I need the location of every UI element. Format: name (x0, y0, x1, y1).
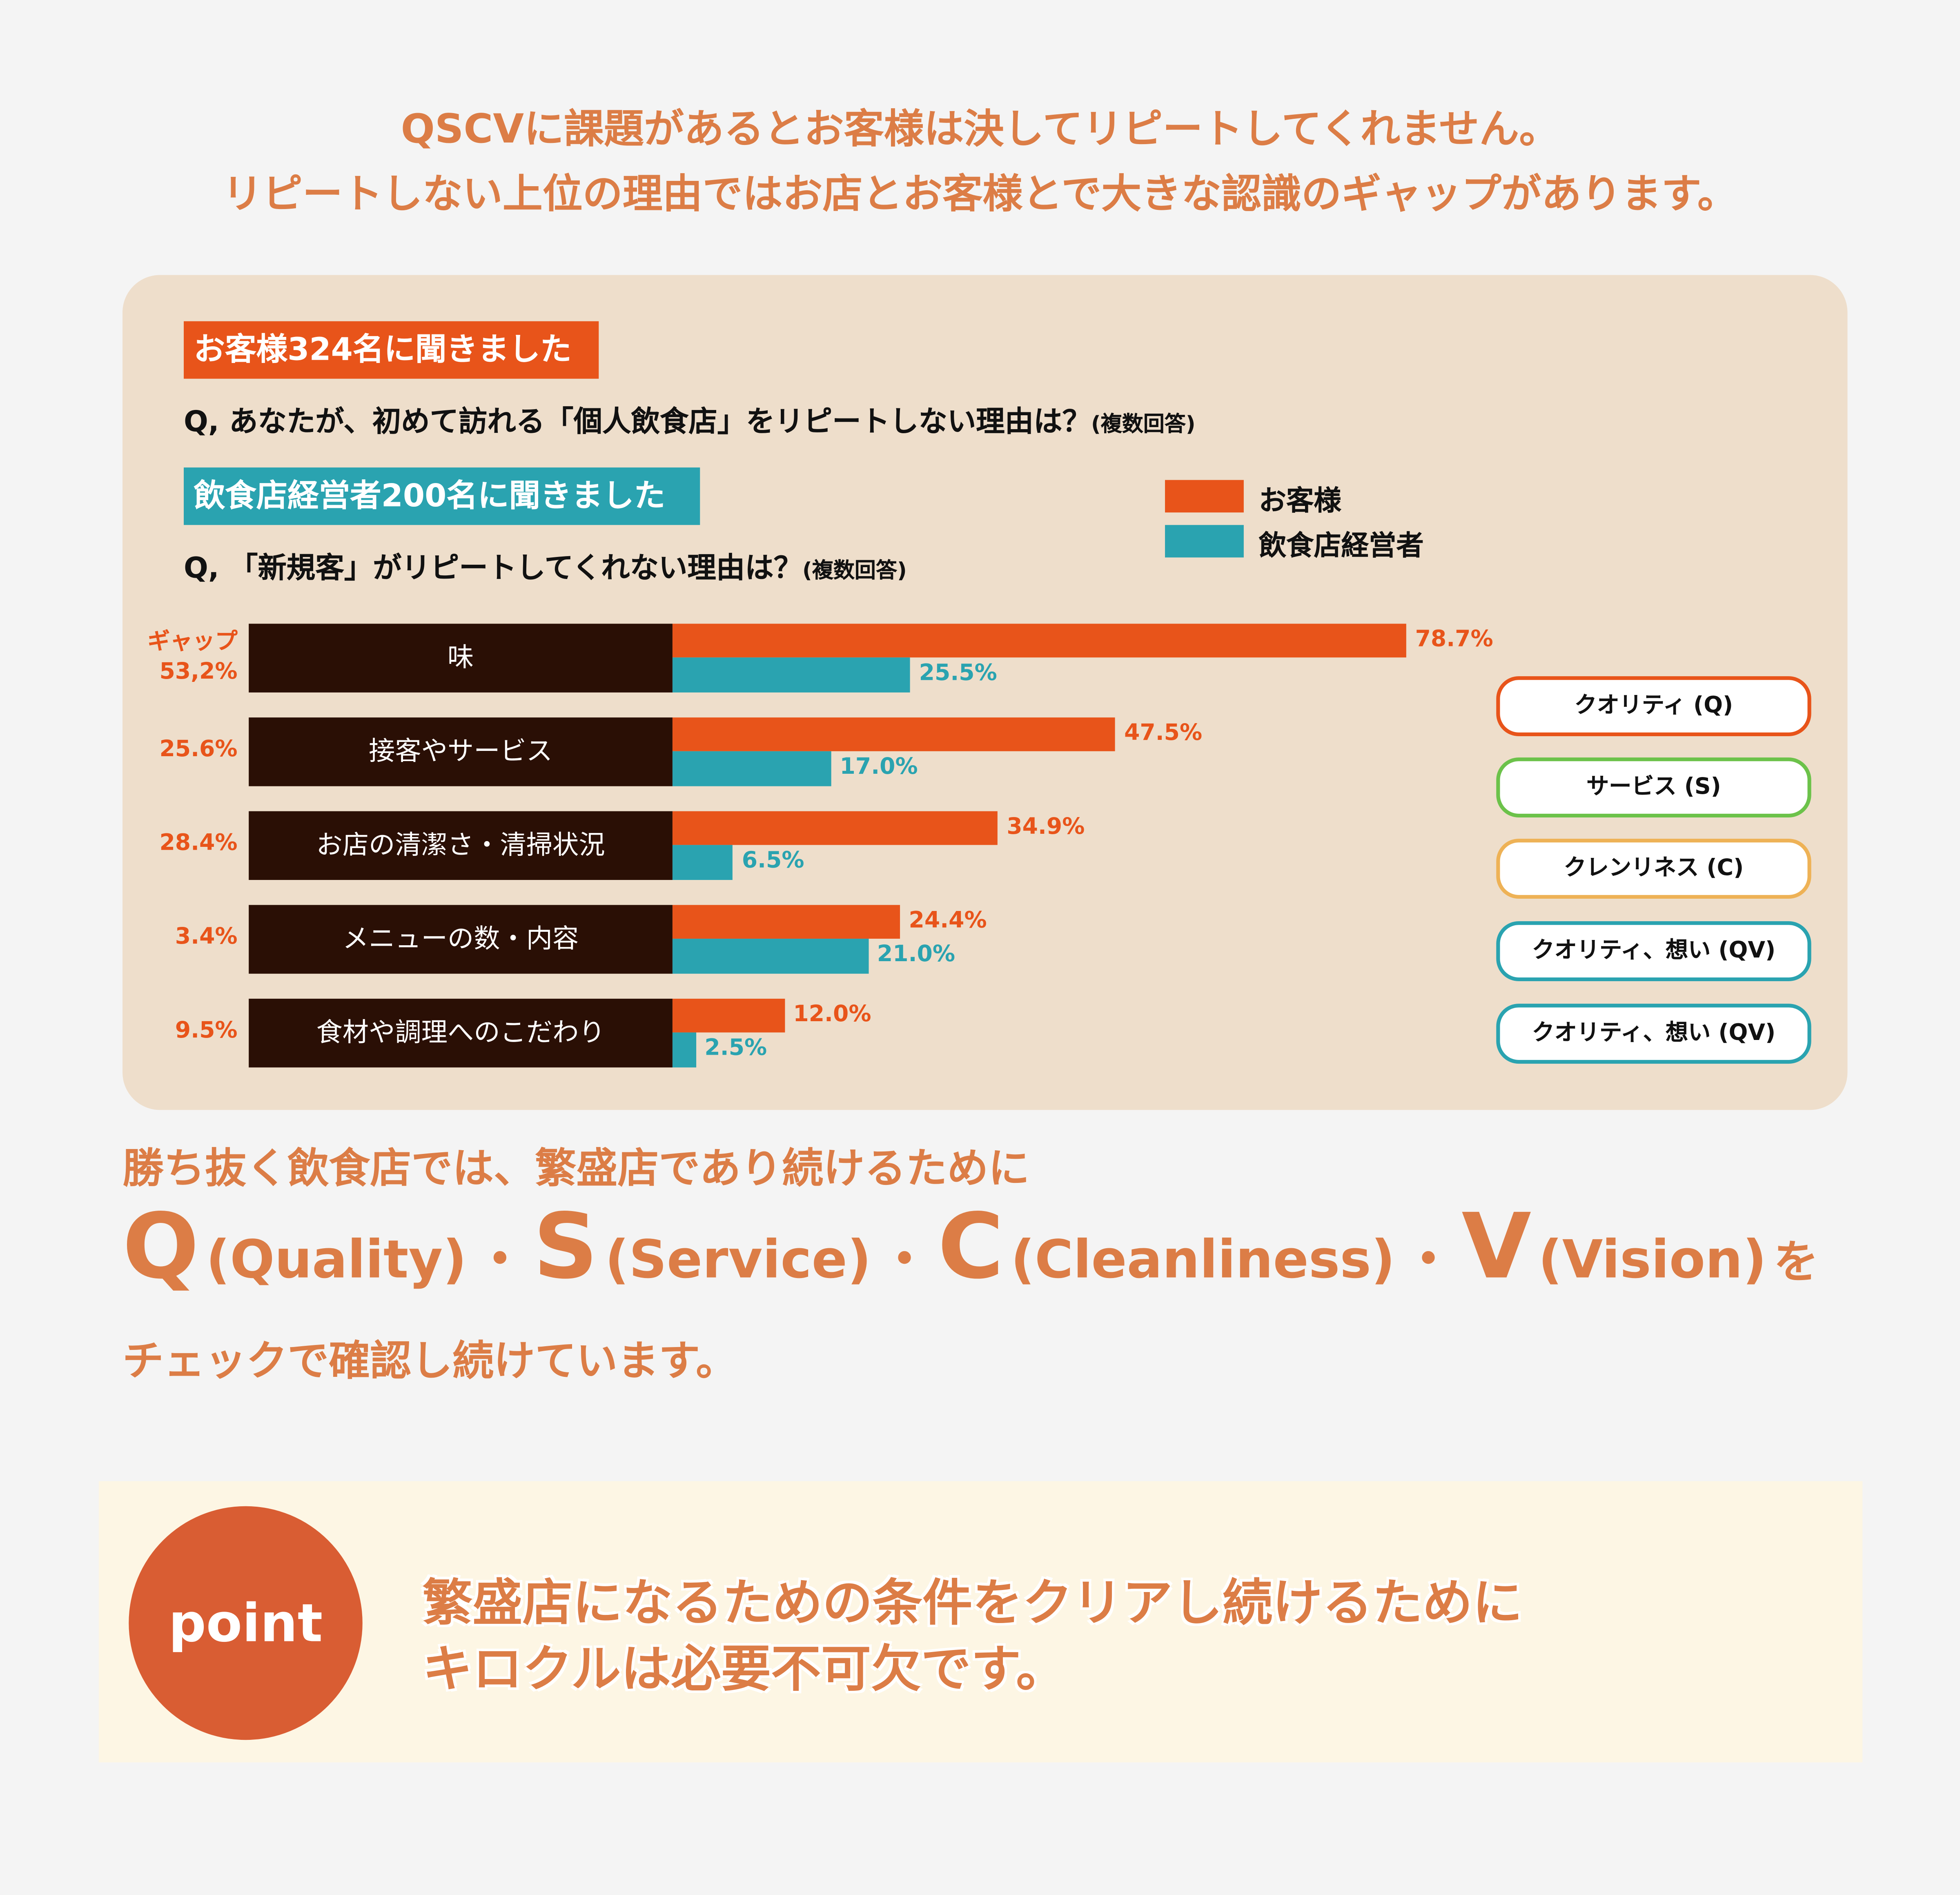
owner-value-label: 6.5% (742, 847, 804, 874)
suffix: を (1773, 1237, 1819, 1289)
qscv-badge: クレンリネス (C) (1496, 839, 1811, 899)
customer-bar (672, 717, 1116, 751)
qscv-badge: サービス (S) (1496, 757, 1811, 818)
owner-value-label: 21.0% (877, 941, 956, 968)
owner-tag: 飲食店経営者200名に聞きました (183, 467, 700, 525)
owner-bar (672, 845, 733, 880)
category-label: お店の清潔さ・清掃状況 (249, 811, 673, 880)
letter-s: S (533, 1194, 598, 1299)
gap-value: 28.4% (159, 830, 238, 856)
customer-question: Q, あなたが、初めて訪れる「個人飲食店」をリピートしない理由は？(複数回答) (183, 406, 1196, 439)
legend-owner: 飲食店経営者 (1258, 531, 1424, 563)
word-cleanliness: (Cleanliness) (1011, 1229, 1395, 1290)
customer-value-label: 78.7% (1415, 626, 1493, 652)
letter-v: V (1461, 1194, 1532, 1299)
qscv-line: Q (Quality) ・ S (Service) ・ C (Cleanline… (122, 1194, 1819, 1298)
owner-value-label: 25.5% (919, 660, 997, 686)
separator: ・ (474, 1229, 526, 1290)
qscv-badge: クオリティ、想い (QV) (1496, 1004, 1811, 1064)
legend-swatch-owner (1165, 525, 1244, 558)
customer-bar (672, 624, 1407, 658)
gap-title: ギャップ (147, 628, 238, 655)
owner-bar (672, 657, 911, 693)
point-badge: point (129, 1506, 363, 1740)
point-line1: 繁盛店になるための条件をクリアし続けるために (422, 1575, 1523, 1632)
word-vision: (Vision) (1538, 1229, 1767, 1290)
legend-swatch-customer (1165, 480, 1244, 513)
customer-bar (672, 998, 784, 1033)
gap-value: 3.4% (175, 924, 238, 950)
letter-c: C (938, 1194, 1004, 1299)
separator: ・ (878, 1229, 931, 1290)
owner-bar (672, 1032, 696, 1068)
owner-value-label: 2.5% (704, 1035, 767, 1061)
owner-bar (672, 751, 831, 786)
category-label: メニューの数・内容 (249, 905, 673, 974)
summary-outro: チェックで確認し続けています。 (122, 1336, 737, 1385)
customer-value-label: 12.0% (793, 1001, 871, 1028)
gap-value: 25.6% (159, 736, 238, 763)
headline-line2: リピートしない上位の理由ではお店とお客様とで大きな認識のギャップがあります。 (223, 170, 1737, 218)
letter-q: Q (122, 1194, 199, 1299)
gap-value: 53,2% (159, 659, 238, 685)
owner-bar (672, 938, 869, 974)
customer-value-label: 24.4% (909, 907, 987, 934)
customer-value-label: 34.9% (1007, 813, 1085, 840)
category-label: 接客やサービス (249, 717, 673, 786)
category-label: 食材や調理へのこだわり (249, 998, 673, 1068)
legend-customer: お客様 (1258, 486, 1341, 518)
summary-intro: 勝ち抜く飲食店では、繁盛店であり続けるために (122, 1143, 1030, 1193)
word-service: (Service) (605, 1229, 871, 1290)
point-box (98, 1481, 1863, 1763)
owner-value-label: 17.0% (840, 753, 918, 780)
separator: ・ (1402, 1229, 1455, 1290)
category-label: 味 (249, 624, 673, 693)
owner-question: Q, 「新規客」がリピートしてくれない理由は？(複数回答) (183, 552, 907, 585)
customer-tag: お客様324名に聞きました (183, 321, 599, 379)
qscv-badge: クオリティ (Q) (1496, 676, 1811, 737)
customer-bar (672, 811, 998, 845)
gap-value: 9.5% (175, 1017, 238, 1044)
point-line2: キロクルは必要不可欠です。 (422, 1641, 1066, 1699)
word-quality: (Quality) (206, 1229, 467, 1290)
customer-value-label: 47.5% (1124, 720, 1203, 746)
qscv-badge: クオリティ、想い (QV) (1496, 921, 1811, 982)
customer-bar (672, 905, 900, 939)
headline-line1: QSCVに課題があるとお客様は決してリピートしてくれません。 (401, 105, 1559, 153)
